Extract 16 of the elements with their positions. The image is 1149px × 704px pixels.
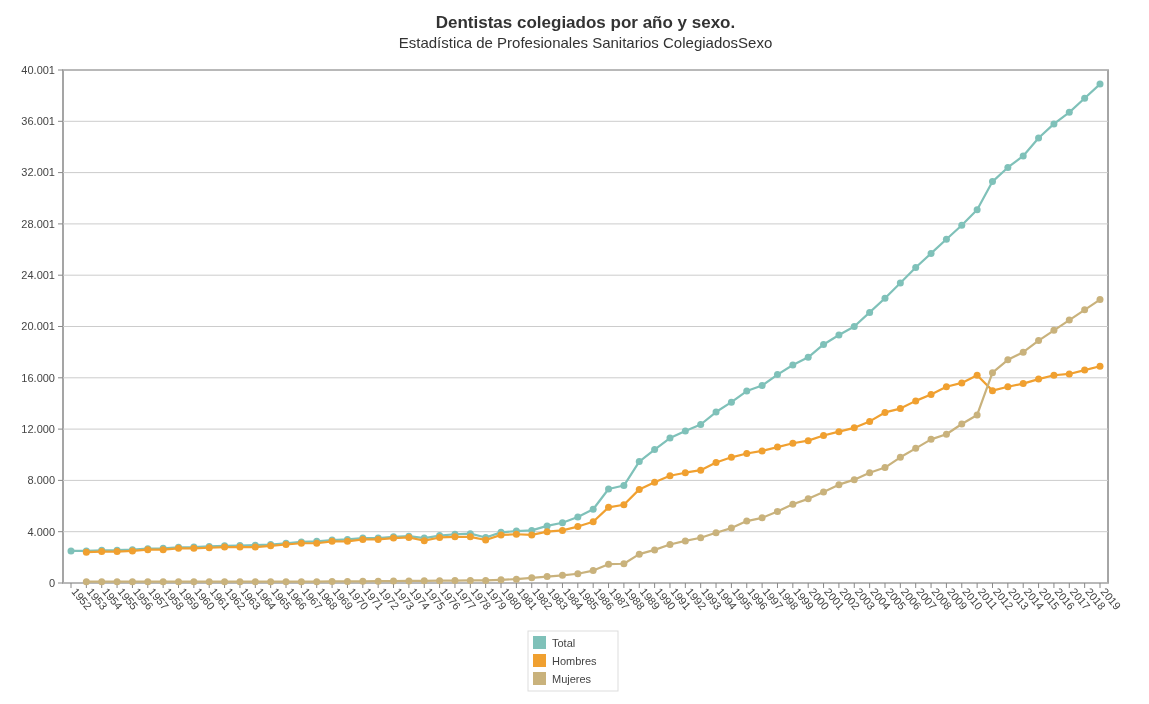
y-tick-label: 40.001 (21, 63, 55, 76)
legend-label: Hombres (552, 655, 598, 667)
y-tick-label: 36.001 (21, 115, 55, 128)
y-tick-label: 0 (48, 576, 55, 589)
chart-title: Dentistas colegiados por año y sexo. (435, 13, 736, 32)
legend-label: Total (552, 637, 576, 649)
legend-label: Mujeres (552, 673, 592, 685)
y-tick-label: 16.000 (21, 371, 55, 384)
y-tick-label: 20.001 (21, 320, 55, 333)
y-tick-label: 32.001 (21, 166, 55, 179)
y-tick-label: 24.001 (21, 269, 55, 282)
y-tick-label: 28.001 (21, 217, 55, 230)
chart-subtitle: Estadística de Profesionales Sanitarios ColegiadosSexo (398, 34, 773, 51)
y-tick-label: 4.000 (27, 525, 55, 538)
y-tick-label: 8.000 (27, 474, 55, 487)
y-tick-label: 12.000 (21, 422, 55, 435)
